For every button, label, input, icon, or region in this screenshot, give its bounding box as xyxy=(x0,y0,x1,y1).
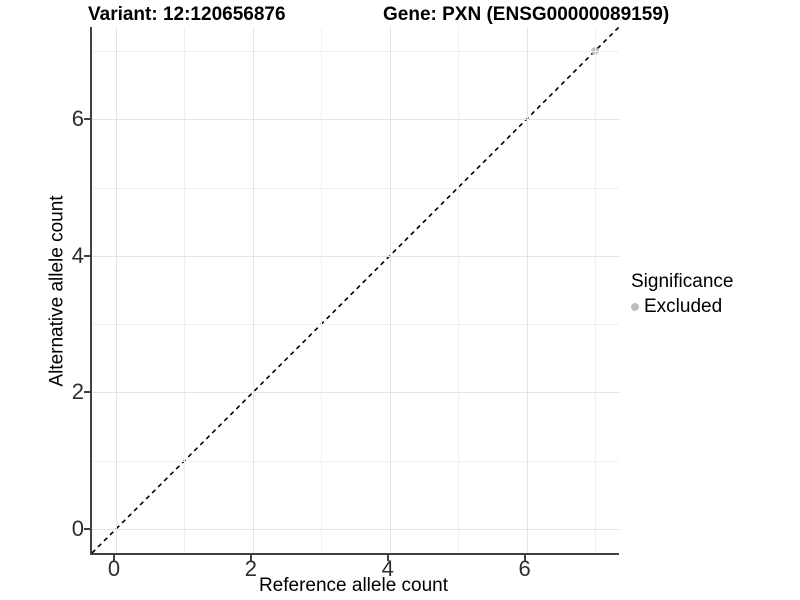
x-tick-label: 0 xyxy=(107,556,121,581)
x-tick-mark xyxy=(386,555,389,561)
y-tick-mark xyxy=(84,254,90,257)
x-tick-label: 6 xyxy=(518,556,531,581)
y-tick-label: 4 xyxy=(71,242,84,268)
y-tick-label: 2 xyxy=(71,379,84,405)
y-major-gridline xyxy=(92,392,619,394)
y-tick-label: 0 xyxy=(71,516,84,542)
x-major-gridline xyxy=(389,27,391,553)
legend-item-label: Excluded xyxy=(644,296,723,317)
y-tick-label: 6 xyxy=(71,106,84,132)
plot-panel xyxy=(90,26,620,555)
identity-line-and-points-layer xyxy=(91,26,620,554)
identity-dashed-line xyxy=(91,26,620,554)
y-major-gridline xyxy=(92,119,619,121)
y-minor-gridline xyxy=(92,460,619,462)
x-major-gridline xyxy=(526,27,528,553)
plot-title-variant: Variant: 12:120656876 xyxy=(88,4,286,25)
x-axis-title: Reference allele count xyxy=(258,575,449,596)
x-major-gridline xyxy=(115,27,117,553)
legend-point-icon xyxy=(631,303,639,311)
y-tick-mark xyxy=(84,391,90,394)
y-major-gridline xyxy=(92,255,619,257)
x-tick-mark xyxy=(523,555,526,561)
y-tick-mark xyxy=(84,528,90,531)
y-minor-gridline xyxy=(92,187,619,189)
x-minor-gridline xyxy=(595,27,597,553)
plot-title-gene: Gene: PXN (ENSG00000089159) xyxy=(383,4,670,25)
legend: Significance Excluded xyxy=(631,271,733,318)
y-minor-gridline xyxy=(92,50,619,52)
y-axis-title: Alternative allele count xyxy=(46,195,68,387)
x-tick-label: 4 xyxy=(381,556,394,581)
x-tick-label: 2 xyxy=(244,556,257,581)
x-tick-mark xyxy=(249,555,252,561)
y-minor-gridline xyxy=(92,324,619,326)
x-minor-gridline xyxy=(458,27,460,553)
y-tick-mark xyxy=(84,118,90,121)
x-minor-gridline xyxy=(321,27,323,553)
x-minor-gridline xyxy=(184,27,186,553)
legend-title: Significance xyxy=(631,271,734,292)
x-major-gridline xyxy=(252,27,254,553)
x-tick-mark xyxy=(112,555,115,561)
y-major-gridline xyxy=(92,529,619,531)
legend-item-excluded: Excluded xyxy=(631,296,733,318)
